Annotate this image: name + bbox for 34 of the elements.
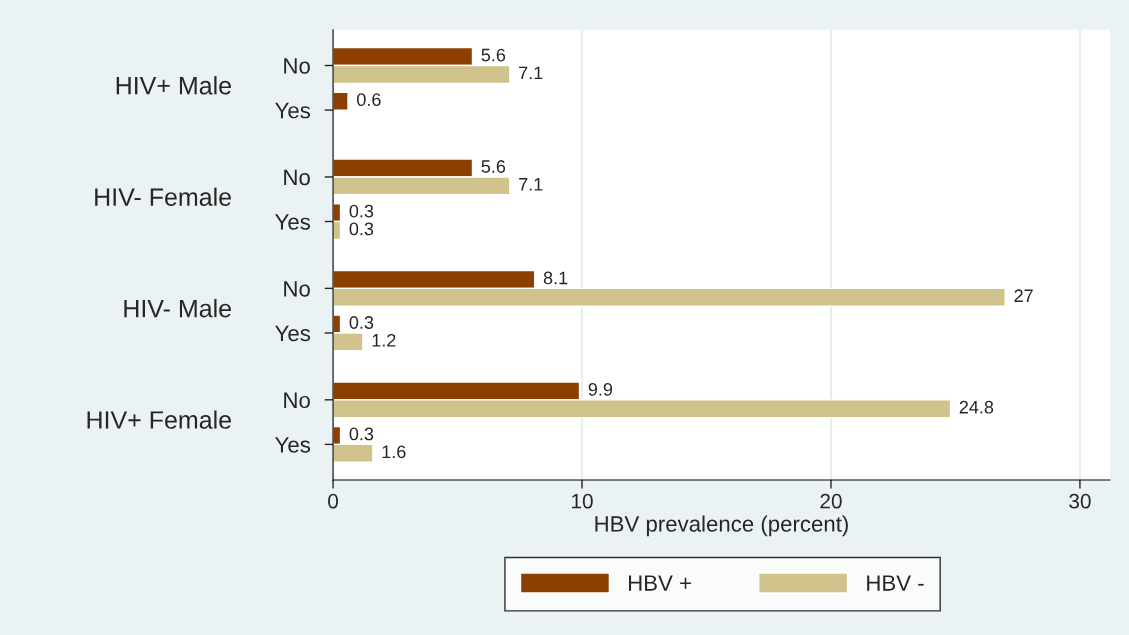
data-label: 1.2	[372, 333, 396, 347]
x-tick-label: 10	[572, 493, 593, 509]
y-tick-label: No	[284, 169, 310, 186]
data-label: 5.6	[481, 160, 506, 173]
y-tick-label: Yes	[275, 437, 311, 453]
text: HIV+ Male	[116, 76, 231, 95]
y-tick-label: Yes	[275, 214, 311, 230]
data-label: 24.8	[959, 400, 994, 414]
x-tick-label: 20	[820, 493, 842, 509]
y-tick-label: No	[284, 281, 310, 297]
text: HIV- Female	[95, 187, 231, 206]
data-label: 0.3	[349, 222, 374, 236]
data-label: 0.3	[349, 427, 374, 441]
y-tick-label: No	[284, 392, 310, 409]
data-label: 1.6	[382, 445, 406, 459]
data-label: 8.1	[543, 271, 568, 285]
data-label: 7.1	[519, 178, 543, 191]
data-label: 9.9	[588, 382, 613, 396]
data-label: 5.6	[481, 48, 506, 62]
text: HIV- Male	[124, 299, 231, 318]
data-label: 0.3	[349, 204, 374, 218]
legend-label: HBV -	[867, 575, 924, 591]
x-axis-title: HBV prevalence (percent)	[595, 515, 848, 537]
data-label: 0.3	[349, 316, 374, 329]
legend-label: HBV +	[628, 575, 691, 591]
data-label: 7.1	[519, 66, 543, 80]
y-tick-label: Yes	[275, 102, 311, 119]
data-label: 0.6	[357, 93, 381, 107]
text: HIV+ Female	[87, 410, 231, 429]
y-tick-label: No	[284, 58, 310, 74]
data-label: 27	[1014, 289, 1033, 302]
y-tick-label: Yes	[275, 325, 311, 342]
x-tick-label: 30	[1069, 493, 1091, 509]
x-tick-label: 0	[328, 493, 339, 509]
